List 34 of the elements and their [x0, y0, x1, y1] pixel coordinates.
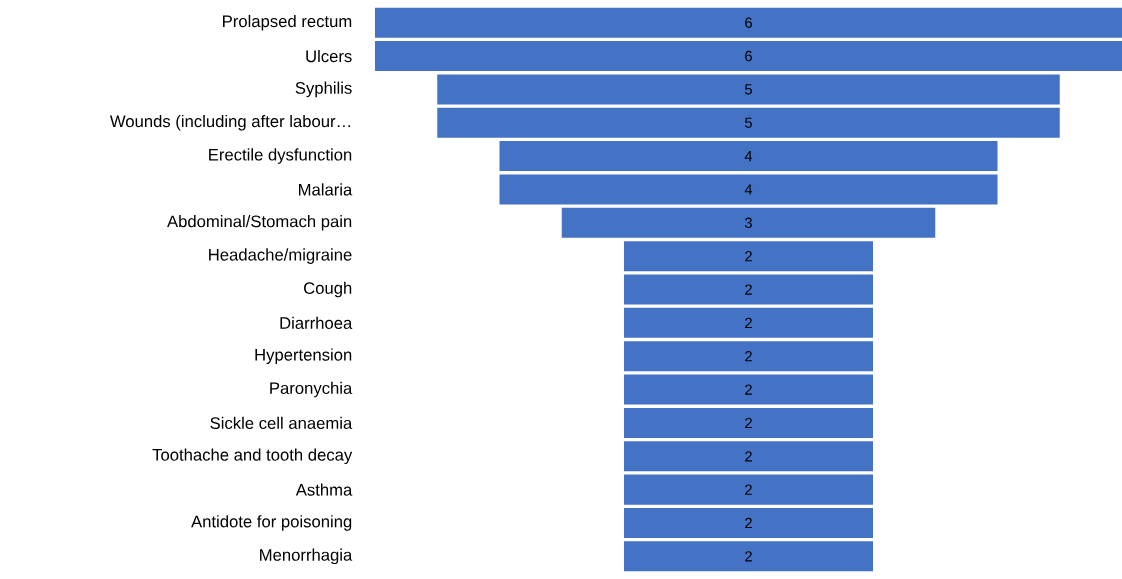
data-label: 2	[745, 317, 752, 328]
category-label: Hypertension	[255, 348, 352, 364]
data-label: 2	[745, 284, 752, 295]
data-label: 2	[745, 451, 752, 462]
data-label: 2	[745, 384, 752, 395]
data-label: 2	[745, 351, 752, 362]
category-label: Prolapsed rectum	[223, 14, 352, 31]
data-label: 2	[745, 484, 752, 495]
category-label: Headache/migraine	[209, 248, 352, 264]
data-label: 2	[745, 517, 752, 529]
category-label: Malaria	[299, 183, 353, 196]
data-label: 4	[744, 151, 753, 162]
category-label: Ulcers	[306, 49, 352, 63]
data-label: 5	[745, 84, 752, 95]
data-label: 2	[745, 251, 752, 262]
category-label: Sickle cell anaemia	[210, 416, 353, 430]
category-label: Antidote for poisoning	[191, 515, 352, 531]
data-label: 5	[745, 117, 752, 128]
data-label: 6	[745, 50, 752, 62]
category-label: Erectile dysfunction	[209, 148, 352, 164]
data-label: 6	[745, 17, 752, 28]
category-label: Menorrhagia	[260, 548, 353, 565]
category-label: Toothache and tooth decay	[152, 448, 353, 465]
category-label: Abdominal/Stomach pain	[167, 215, 352, 231]
data-label: 4	[744, 184, 753, 195]
data-label: 3	[744, 217, 752, 228]
category-label: Cough	[304, 281, 352, 298]
category-label: Paronychia	[270, 381, 353, 398]
data-label: 2	[745, 551, 752, 562]
category-label: Diarrhoea	[280, 316, 353, 329]
category-label: Asthma	[295, 483, 353, 496]
category-label: Syphilis	[295, 81, 352, 98]
category-label: Wounds (including after labour…	[109, 114, 350, 131]
data-label: 2	[745, 417, 752, 429]
